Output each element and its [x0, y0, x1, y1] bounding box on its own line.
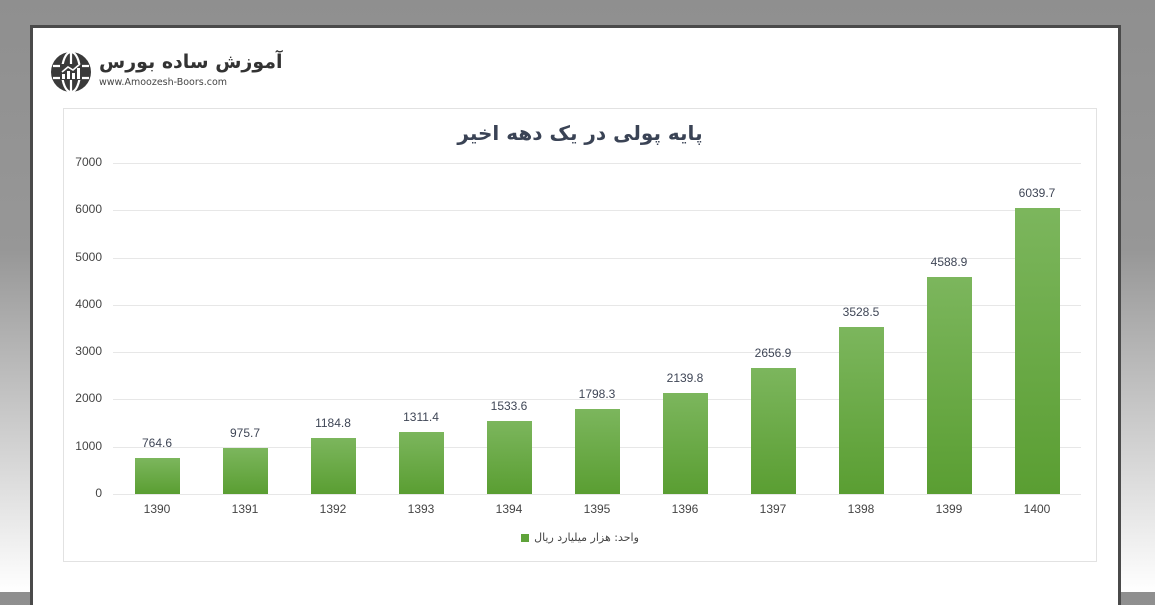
data-label: 764.6	[141, 435, 173, 450]
y-tick-label: 3000	[75, 344, 102, 359]
y-tick-label: 0	[95, 486, 102, 500]
x-tick-label: 1393	[407, 502, 435, 516]
y-tick-label: 4000	[75, 296, 102, 311]
x-tick-label: 1400	[1023, 502, 1051, 516]
data-label: 1798.3	[578, 386, 616, 401]
brand-url: www.Amoozesh-Boors.com	[99, 77, 228, 88]
y-tick-label: 1000	[75, 438, 102, 453]
gridline	[113, 352, 1081, 354]
x-tick-label: 1397	[759, 502, 787, 516]
data-label: 2139.8	[666, 370, 704, 385]
y-tick-label: 2000	[75, 391, 102, 406]
y-tick-label: 5000	[75, 249, 102, 264]
bar-1400	[1014, 208, 1060, 494]
data-label: 1533.6	[490, 399, 528, 414]
gridline	[113, 163, 1081, 164]
bar-1394	[486, 421, 532, 494]
legend: واحد: هزار میلیارد ریال	[64, 531, 1096, 545]
legend-label: واحد: هزار میلیارد ریال	[534, 531, 639, 544]
chart-title: پایه پولی در یک دهه اخیر	[457, 121, 703, 145]
x-tick-label: 1398	[847, 502, 875, 516]
gridline	[113, 304, 1081, 306]
data-label: 2656.9	[754, 346, 792, 361]
bar-1391	[222, 447, 268, 494]
brand-name: آموزش ساده بورس	[99, 51, 283, 73]
data-label: 4588.9	[930, 255, 968, 269]
bar-1399	[926, 277, 972, 494]
x-tick-label: 1392	[319, 502, 347, 516]
data-label: 975.7	[229, 425, 261, 440]
x-tick-label: 1390	[143, 502, 171, 516]
bar-1397	[750, 368, 796, 494]
bar-1393	[398, 431, 444, 494]
x-tick-label: 1395	[583, 502, 611, 516]
chart-container: پایه پولی در یک دهه اخیر 0 1000 2000 3000 40…	[63, 108, 1097, 562]
y-tick-label: 7000	[75, 155, 102, 169]
gridline	[113, 399, 1081, 401]
globe-chart-icon	[51, 50, 91, 94]
chart-card: آموزش ساده بورس www.Amoozesh-Boors.com پ…	[30, 25, 1121, 605]
bar-1392	[310, 437, 356, 494]
bar-1395	[574, 408, 620, 494]
y-tick-label: 6000	[75, 202, 102, 217]
data-label: 3528.5	[842, 305, 880, 320]
bar-1396	[662, 392, 708, 494]
x-tick-label: 1399	[935, 502, 963, 516]
x-tick-label: 1396	[671, 502, 699, 516]
gridline	[113, 494, 1081, 495]
x-tick-label: 1394	[495, 502, 523, 516]
plot-area: 0 1000 2000 3000 4000 5000 6000 7000 764.6 1390 97…	[64, 109, 1096, 561]
data-label: 1184.8	[315, 415, 351, 430]
data-label: 1311.4	[403, 409, 439, 424]
data-label: 6039.7	[1018, 186, 1056, 201]
legend-swatch	[521, 533, 530, 542]
bar-1390	[134, 457, 180, 494]
x-tick-label: 1391	[231, 502, 259, 516]
brand-logo: آموزش ساده بورس www.Amoozesh-Boors.com	[49, 48, 283, 98]
gridline	[113, 257, 1081, 259]
bar-1398	[838, 327, 884, 494]
gridline	[113, 210, 1081, 212]
